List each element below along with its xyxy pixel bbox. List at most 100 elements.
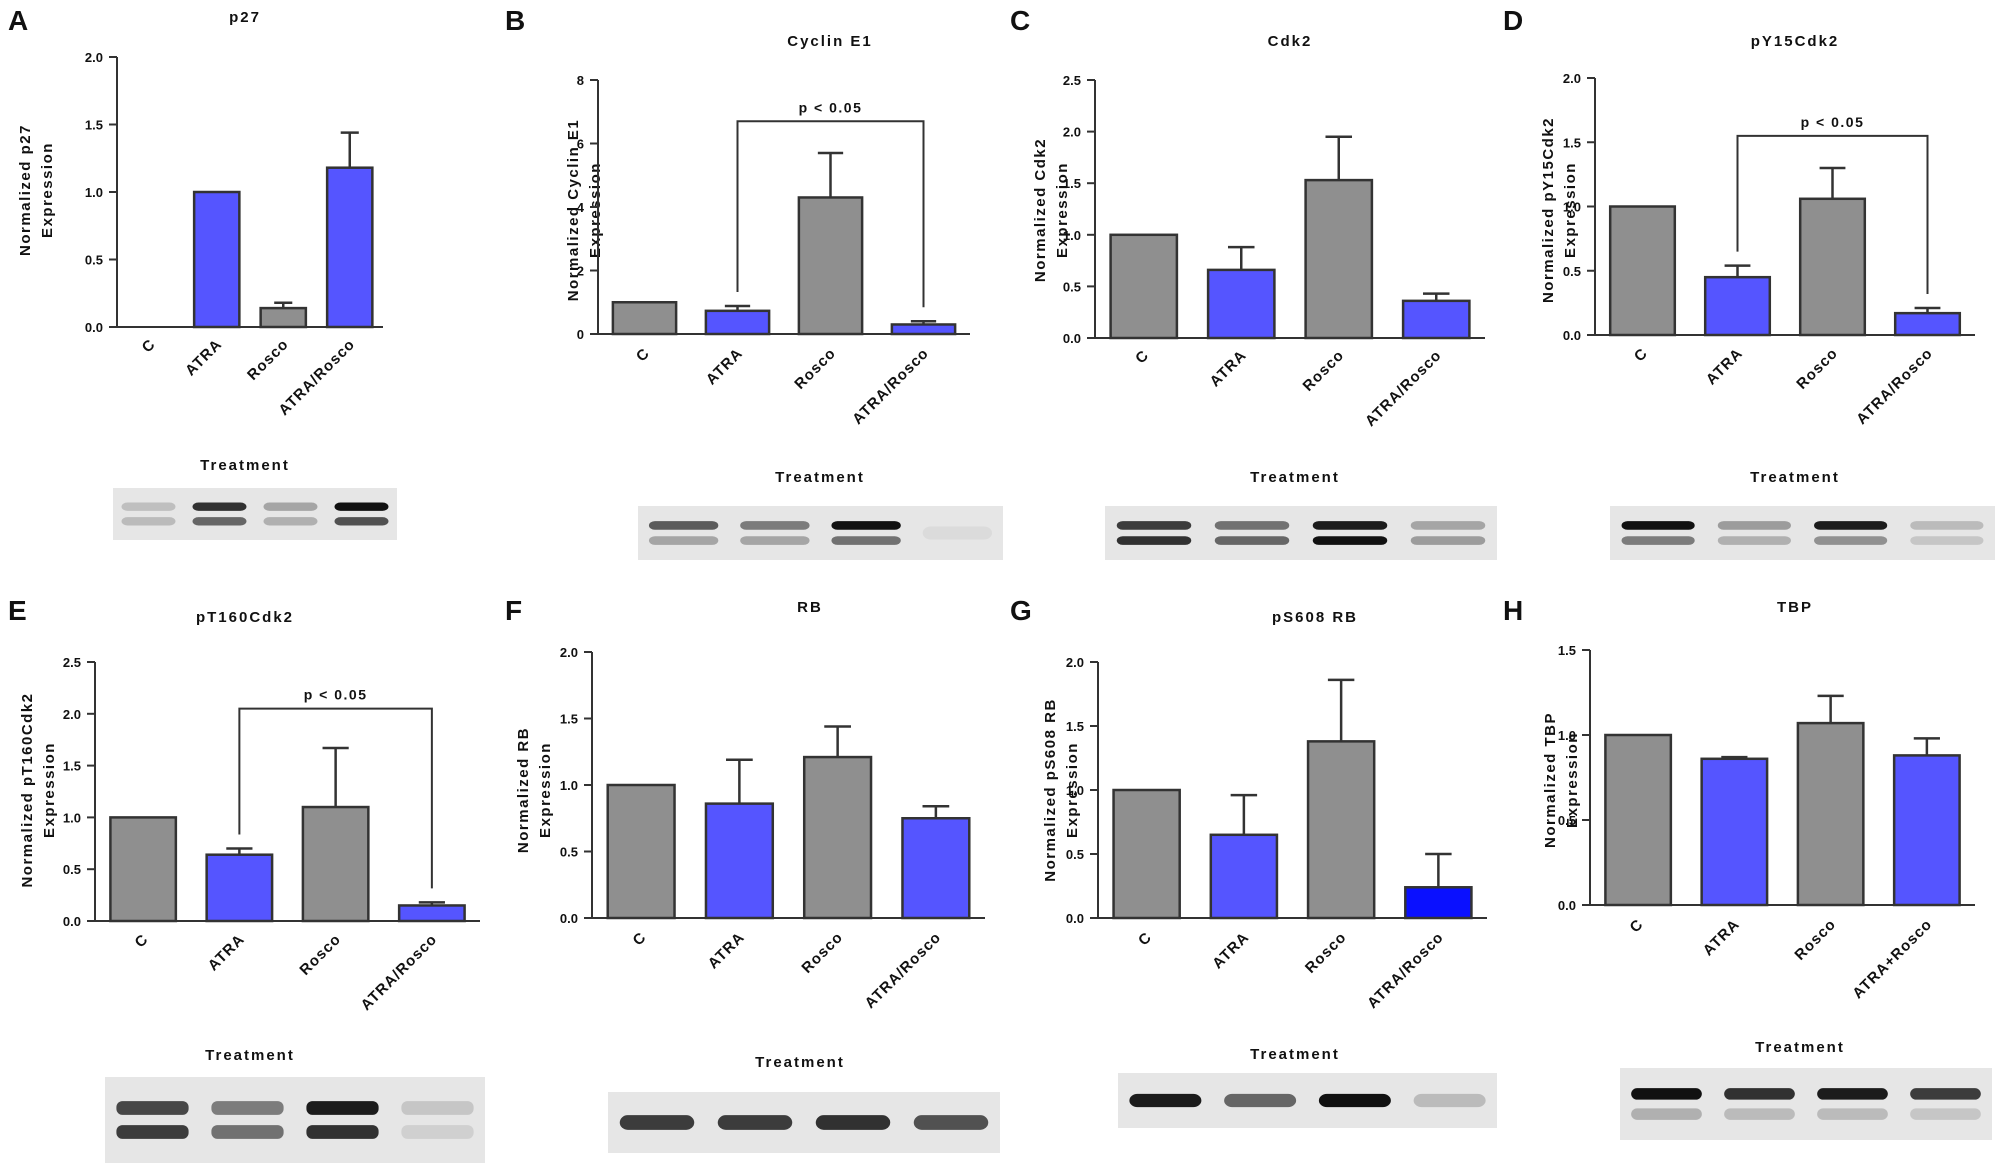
- category-label: C: [139, 336, 159, 356]
- x-axis-label: Treatment: [205, 1047, 295, 1064]
- category-label: Rosco: [798, 929, 846, 977]
- bar: [1306, 740, 1376, 920]
- x-axis-label: Treatment: [1250, 469, 1340, 486]
- category-label: Rosco: [1300, 347, 1348, 395]
- blot-band: [1312, 536, 1388, 545]
- category-label: Rosco: [296, 931, 344, 979]
- y-axis-label: Normalized pY15Cdk2 Expression: [1540, 117, 1579, 303]
- panel-letter: G: [1010, 595, 1032, 626]
- y-tick-label: 0.5: [1066, 847, 1084, 862]
- blot-band: [1410, 536, 1486, 545]
- western-blot: [105, 1077, 485, 1163]
- y-axis-label-line: Expression: [1064, 742, 1081, 838]
- panel-letter: E: [8, 595, 27, 626]
- bar: [109, 816, 178, 923]
- panel-F: F RB Normalized RB Expression 0.0 0.5 1.0 1.5 2.…: [505, 595, 1000, 1153]
- blot-band: [1214, 521, 1290, 530]
- bar: [325, 166, 374, 329]
- bar: [1404, 886, 1473, 920]
- panel-letter: C: [1010, 5, 1030, 36]
- y-axis-label-line: Expression: [41, 742, 58, 838]
- blot-band: [334, 502, 389, 511]
- y-tick-label: 2.0: [85, 50, 103, 65]
- y-tick-label: 1.5: [1558, 643, 1576, 658]
- blot-band: [831, 536, 901, 545]
- y-axis-label: Normalized TBP Expression: [1542, 712, 1581, 848]
- category-label: ATRA: [705, 929, 749, 973]
- bar: [205, 853, 274, 923]
- category-label: ATRA: [1209, 929, 1253, 973]
- chart-title: Cyclin E1: [787, 33, 873, 50]
- blot-background: [1620, 1068, 1992, 1140]
- y-axis-label-line: Expression: [1054, 162, 1071, 258]
- y-tick-label: 0.5: [1563, 264, 1581, 279]
- y-tick-label: 0.5: [63, 862, 81, 877]
- chart-title: TBP: [1777, 599, 1813, 616]
- bar: [192, 190, 241, 329]
- y-axis-label: Normalized Cdk2 Expression: [1032, 138, 1071, 282]
- y-tick-label: 0.5: [1063, 279, 1081, 294]
- bar: [704, 309, 771, 336]
- y-tick-label: 2.0: [1563, 71, 1581, 86]
- y-tick-label: 0.0: [1558, 898, 1576, 913]
- category-label: ATRA/Rosco: [1853, 345, 1936, 428]
- y-tick-label: 8: [577, 73, 584, 88]
- bar: [1304, 178, 1374, 340]
- y-tick-label: 1.0: [85, 185, 103, 200]
- chart-title: pS608 RB: [1272, 609, 1358, 626]
- blot-band: [922, 526, 993, 540]
- blot-band: [913, 1115, 989, 1130]
- blot-band: [1724, 1108, 1795, 1120]
- blot-band: [1717, 521, 1791, 530]
- blot-band: [717, 1115, 793, 1130]
- blot-band: [1224, 1093, 1297, 1108]
- x-axis-label: Treatment: [1755, 1039, 1845, 1056]
- y-tick-label: 1.0: [1558, 728, 1576, 743]
- bar: [901, 817, 971, 920]
- blot-background: [1610, 506, 1995, 560]
- y-tick-label: 0.0: [560, 911, 578, 926]
- category-label: Rosco: [1791, 916, 1839, 964]
- y-tick-label: 0.0: [1066, 911, 1084, 926]
- category-label: ATRA: [703, 345, 747, 389]
- y-tick-label: 0.5: [560, 845, 578, 860]
- blot-band: [263, 502, 318, 511]
- y-axis-label: Normalized pS608 RB Expression: [1042, 698, 1081, 882]
- category-label: C: [630, 929, 650, 949]
- category-label: ATRA/Rosco: [849, 345, 932, 428]
- y-tick-label: 2: [577, 264, 584, 279]
- category-label: Rosco: [1793, 345, 1841, 393]
- blot-band: [192, 502, 247, 511]
- category-label: ATRA/Rosco: [1364, 929, 1447, 1012]
- blot-band: [1910, 536, 1984, 545]
- blot-band: [740, 536, 810, 545]
- y-axis-label-line: Normalized p27: [17, 124, 34, 256]
- bar: [1608, 205, 1677, 337]
- y-axis-label-line: Normalized Cyclin E1: [565, 119, 582, 302]
- category-label: C: [1135, 929, 1155, 949]
- blot-background: [113, 488, 397, 540]
- y-tick-label: 2.5: [63, 655, 81, 670]
- significance-bracket: [736, 120, 925, 308]
- y-axis-label-line: Normalized Cdk2: [1032, 138, 1049, 282]
- blot-band: [1413, 1093, 1486, 1108]
- y-tick-label: 0: [577, 327, 584, 342]
- chart-title: pY15Cdk2: [1751, 33, 1840, 50]
- category-label: ATRA: [182, 336, 226, 380]
- category-label: C: [633, 345, 653, 365]
- y-axis-label: Normalized Cyclin E1 Expression: [565, 119, 604, 302]
- y-tick-label: 0.0: [1563, 328, 1581, 343]
- blot-band: [1631, 1108, 1702, 1120]
- blot-band: [1817, 1108, 1888, 1120]
- panel-letter: B: [505, 5, 525, 36]
- chart-title: RB: [797, 599, 823, 616]
- blot-band: [1116, 521, 1192, 530]
- panel-B: B Cyclin E1 Normalized Cyclin E1 Expression…: [505, 5, 1003, 560]
- blot-band: [1116, 536, 1192, 545]
- y-tick-label: 0.0: [1063, 331, 1081, 346]
- blot-band: [116, 1101, 189, 1115]
- western-blot: [1610, 506, 1995, 560]
- y-axis-label-line: Normalized pT160Cdk2: [19, 692, 36, 887]
